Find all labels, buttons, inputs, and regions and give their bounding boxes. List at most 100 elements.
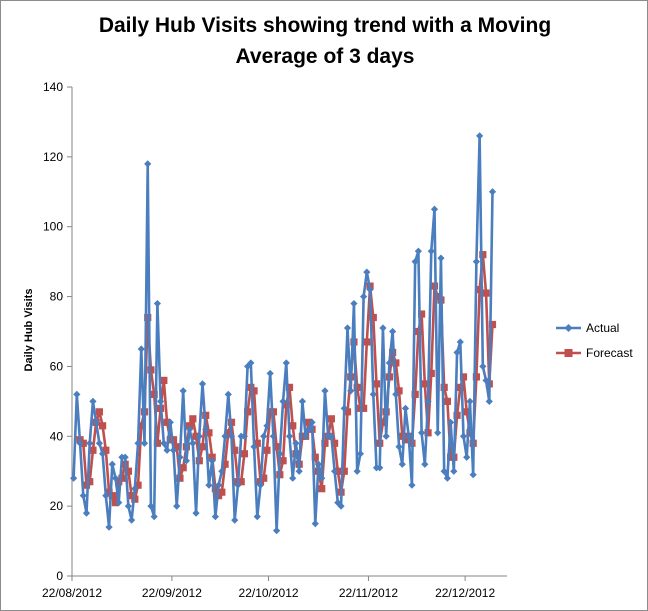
actual-point xyxy=(395,443,403,451)
actual-point xyxy=(105,523,113,531)
forecast-point xyxy=(414,327,422,336)
actual-point xyxy=(144,160,152,168)
actual-point xyxy=(366,285,374,294)
forecast-point xyxy=(205,429,213,437)
actual-point xyxy=(434,429,442,437)
actual-point xyxy=(73,390,81,398)
actual-point xyxy=(79,492,87,500)
forecast-point xyxy=(463,408,471,416)
actual-point xyxy=(99,450,107,458)
forecast-point xyxy=(289,422,297,430)
actual-point xyxy=(260,432,268,440)
actual-point xyxy=(450,467,458,475)
legend-item-actual: Actual xyxy=(556,321,619,335)
actual-point xyxy=(437,254,445,262)
actual-point xyxy=(459,432,468,440)
actual-point xyxy=(134,439,142,447)
y-tick-label: 0 xyxy=(56,569,63,583)
actual-point xyxy=(111,474,120,482)
forecast-point xyxy=(372,380,381,388)
actual-point xyxy=(176,453,184,461)
series-layer xyxy=(70,132,497,535)
actual-point xyxy=(131,485,139,493)
y-axis-title: Daily Hub Visits xyxy=(23,289,35,372)
actual-point xyxy=(302,432,310,440)
forecast-point xyxy=(369,313,377,322)
x-tick-label: 22/11/2012 xyxy=(339,586,398,600)
forecast-point xyxy=(160,376,168,384)
forecast-point xyxy=(153,439,161,447)
actual-point xyxy=(398,460,406,468)
forecast-point xyxy=(102,446,110,454)
legend-label: Forecast xyxy=(586,346,633,360)
actual-point xyxy=(456,338,464,346)
y-tick-label: 100 xyxy=(43,220,63,234)
forecast-point xyxy=(392,359,400,367)
actual-point xyxy=(273,526,281,535)
actual-point xyxy=(240,432,248,440)
forecast-point xyxy=(198,443,207,451)
actual-point xyxy=(218,467,226,475)
forecast-point xyxy=(221,460,229,468)
forecast-point xyxy=(137,422,145,430)
forecast-point xyxy=(134,481,142,489)
forecast-point xyxy=(218,488,226,496)
legend-label: Actual xyxy=(586,321,619,335)
actual-point xyxy=(202,425,210,433)
actual-point xyxy=(440,467,448,475)
forecast-point xyxy=(176,474,184,482)
actual-point xyxy=(447,418,455,426)
forecast-point xyxy=(421,380,429,388)
actual-point xyxy=(463,453,471,461)
actual-point xyxy=(247,359,255,367)
forecast-point xyxy=(89,446,97,454)
actual-point xyxy=(382,432,390,440)
actual-point xyxy=(418,429,426,437)
chart-title-line-2: Average of 3 days xyxy=(235,45,415,68)
forecast-point xyxy=(318,485,326,493)
actual-point xyxy=(186,425,194,433)
actual-point xyxy=(234,481,242,489)
legend-marker-square xyxy=(564,349,573,357)
axes: 0 20 40 60 80 100 120 140 22/08/2012 22/09/2012 22… xyxy=(42,80,507,600)
actual-point xyxy=(173,502,181,510)
actual-point xyxy=(331,467,339,475)
actual-point xyxy=(472,258,480,266)
actual-point xyxy=(295,467,303,475)
forecast-point xyxy=(263,446,271,454)
actual-point xyxy=(195,432,203,440)
x-tick-label: 22/08/2012 xyxy=(42,586,102,600)
actual-point xyxy=(392,390,400,398)
actual-point xyxy=(115,499,123,507)
actual-point xyxy=(350,299,358,308)
forecast-point xyxy=(99,422,107,430)
y-tick-label: 60 xyxy=(50,359,64,373)
forecast-point xyxy=(321,439,329,447)
actual-point xyxy=(189,439,197,447)
forecast-point xyxy=(363,338,371,346)
forecast-point xyxy=(273,443,281,451)
actual-point xyxy=(401,404,410,412)
actual-point xyxy=(92,418,100,426)
forecast-point xyxy=(479,251,487,259)
forecast-point xyxy=(231,446,239,454)
forecast-point xyxy=(456,383,464,391)
actual-point xyxy=(128,516,136,524)
actual-point xyxy=(227,432,236,440)
actual-point xyxy=(369,390,377,398)
actual-point xyxy=(231,516,239,524)
forecast-point xyxy=(279,457,287,465)
y-tick-label: 40 xyxy=(50,429,64,443)
actual-point xyxy=(292,439,300,447)
forecast-point xyxy=(472,373,480,381)
forecast-point xyxy=(424,429,432,437)
forecast-point xyxy=(173,443,181,451)
x-tick-label: 22/10/2012 xyxy=(239,586,299,600)
actual-point xyxy=(282,359,290,367)
actual-point xyxy=(337,502,345,510)
actual-point xyxy=(485,397,493,405)
actual-point xyxy=(137,345,145,353)
actual-point xyxy=(140,439,149,447)
actual-point xyxy=(124,502,132,510)
y-tick-label: 120 xyxy=(43,150,63,164)
